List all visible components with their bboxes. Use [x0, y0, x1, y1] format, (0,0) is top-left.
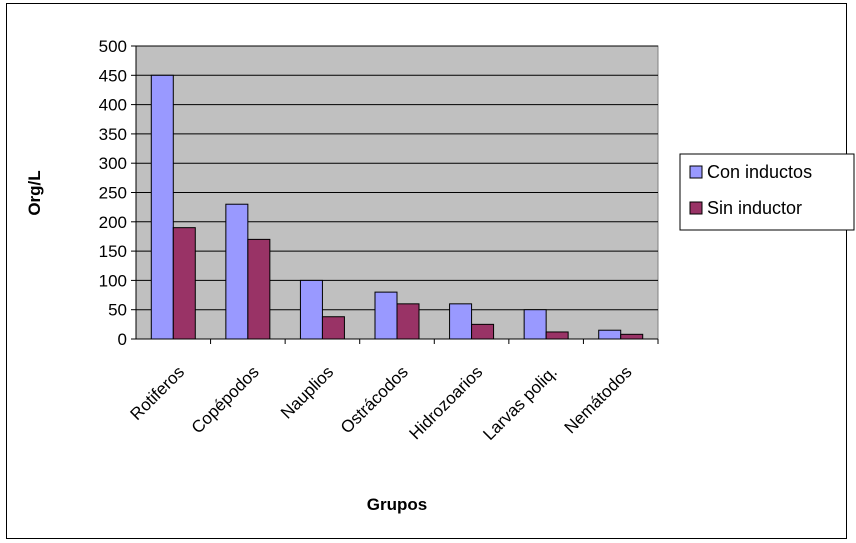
y-tick-label: 0	[118, 330, 127, 349]
y-tick-label: 250	[99, 184, 127, 203]
bar-con-inductos	[225, 203, 249, 340]
bar-con-inductos	[299, 279, 323, 340]
bar-con-inductos	[523, 309, 547, 340]
y-tick-label: 300	[99, 154, 127, 173]
axes	[131, 45, 659, 344]
x-axis-title: Grupos	[367, 495, 427, 514]
x-tick-label: Copépodos	[188, 362, 263, 437]
legend-label: Sin inductor	[707, 198, 802, 218]
bar-sin-inductor	[620, 333, 644, 340]
bar-con-inductos	[150, 74, 174, 340]
y-tick-label: 150	[99, 242, 127, 261]
x-tick-label: Ostrácodos	[337, 362, 412, 437]
y-tick-label: 450	[99, 66, 127, 85]
bar-sin-inductor	[396, 303, 420, 340]
y-tick-label: 100	[99, 271, 127, 290]
legend-swatch	[689, 165, 703, 179]
y-axis-title: Org/L	[25, 170, 44, 215]
legend-label: Con inductos	[707, 162, 812, 182]
bar-sin-inductor	[247, 238, 271, 340]
legend: Con inductos Sin inductor	[679, 153, 855, 231]
x-tick-label: Hidrozoarios	[405, 362, 486, 443]
bar-con-inductos	[449, 303, 473, 340]
x-tick-labels: Rotiferos Copépodos Nauplios OstrácodosHidr…	[127, 362, 636, 444]
legend-box	[679, 153, 855, 231]
bar-sin-inductor	[545, 331, 569, 340]
y-tick-label: 50	[108, 301, 127, 320]
bar-sin-inductor	[172, 227, 196, 340]
x-tick-label: Larvas poliq.	[479, 362, 561, 444]
y-tick-label: 200	[99, 213, 127, 232]
bars	[150, 74, 644, 340]
x-tick-label: Nemátodos	[561, 362, 636, 437]
legend-swatch	[689, 201, 703, 215]
x-tick-label: Rotiferos	[127, 362, 189, 424]
bar-con-inductos	[598, 329, 622, 340]
y-tick-label: 350	[99, 125, 127, 144]
y-tick-label: 400	[99, 96, 127, 115]
y-tick-labels: 0 50 100 150 200 250 300 350 400 450 500	[99, 37, 127, 349]
bar-sin-inductor	[321, 316, 345, 340]
x-tick-label: Nauplios	[277, 362, 337, 422]
y-tick-label: 500	[99, 37, 127, 56]
gridlines	[136, 45, 658, 311]
bar-sin-inductor	[471, 323, 495, 340]
bar-con-inductos	[374, 291, 398, 340]
